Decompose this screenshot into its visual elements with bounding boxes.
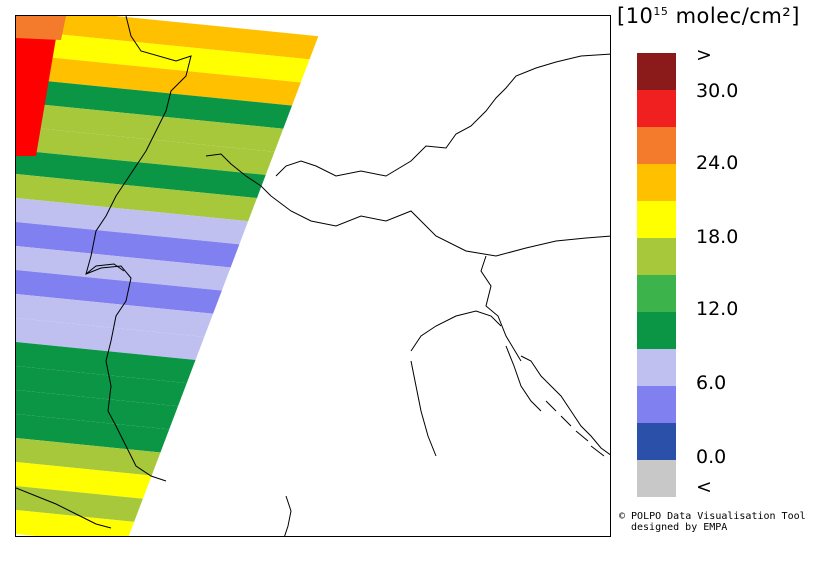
tick-24: 24.0 — [696, 152, 739, 174]
legend-title-prefix: [10 — [617, 4, 654, 28]
rhone-border — [107, 410, 167, 482]
croatian-islands — [545, 400, 605, 457]
swath-orange-pixels — [16, 16, 66, 40]
legend-swatch-27-30 — [637, 90, 676, 127]
legend-swatch-15-18 — [637, 238, 676, 275]
map-canvas[interactable] — [16, 16, 611, 537]
tick-6: 6.0 — [696, 372, 727, 394]
map-panel[interactable] — [15, 15, 611, 537]
legend-swatch-6-9 — [637, 349, 676, 386]
legend-swatch-0-3 — [637, 423, 676, 460]
credit-line-1: © POLPO Data Visualisation Tool — [619, 511, 806, 522]
tick-30: 30.0 — [696, 80, 739, 102]
legend-title-unit: molec/cm²] — [668, 4, 800, 28]
tick-lt: < — [696, 476, 712, 498]
tick-0: 0.0 — [696, 446, 727, 468]
legend-swatch-9-12 — [637, 312, 676, 349]
legend-swatch-12-15 — [637, 275, 676, 312]
tick-12: 12.0 — [696, 298, 739, 320]
credit-text: © POLPO Data Visualisation Tool designed… — [619, 511, 806, 533]
tick-gt: > — [696, 44, 712, 66]
legend-swatch-21-24 — [637, 164, 676, 201]
swiss-north — [205, 153, 272, 197]
legend-title: [1015 molec/cm²] — [617, 4, 800, 28]
lake-geneva — [85, 263, 125, 275]
corsica — [284, 495, 292, 536]
swiss-border — [85, 180, 132, 412]
slovenia-border — [480, 255, 522, 362]
satellite-swath — [16, 16, 326, 536]
swath-high-pixels — [16, 36, 56, 156]
legend-title-exponent: 15 — [653, 5, 669, 18]
coastline-borders — [16, 16, 610, 536]
credit-line-2: designed by EMPA — [631, 522, 728, 533]
adriatic-coast — [505, 345, 542, 412]
legend-swatch-24-27 — [637, 127, 676, 164]
france-border-north — [125, 16, 192, 182]
alpine-border — [275, 53, 610, 177]
italy-west-coast — [410, 360, 437, 457]
tick-18: 18.0 — [696, 226, 739, 248]
croatian-coast — [520, 355, 610, 456]
austria-italy-border — [270, 195, 610, 257]
legend-swatch-3-6 — [637, 386, 676, 423]
legend-swatch-18-21 — [637, 201, 676, 238]
legend-swatch-lt-0 — [637, 460, 676, 497]
legend-swatch-gt-30 — [637, 53, 676, 90]
ligurian-coast — [410, 310, 502, 352]
france-south — [16, 487, 112, 529]
